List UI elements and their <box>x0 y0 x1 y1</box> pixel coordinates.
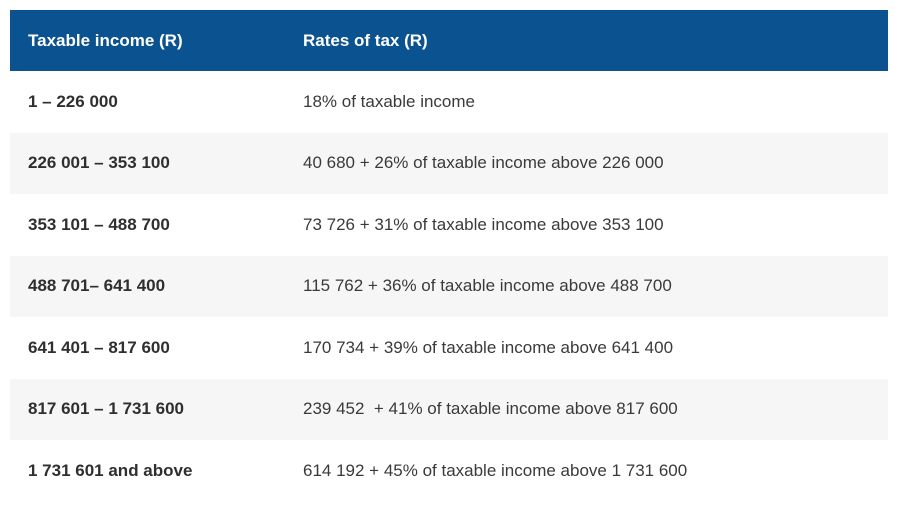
tax-rate-cell: 18% of taxable income <box>303 91 475 111</box>
tax-rate-cell: 170 734 + 39% of taxable income above 64… <box>303 337 674 357</box>
table-row: 353 101 – 488 700 73 726 + 31% of taxabl… <box>10 194 888 256</box>
tax-rate-cell: 614 192 + 45% of taxable income above 1 … <box>303 460 688 480</box>
tax-rate-cell: 40 680 + 26% of taxable income above 226… <box>303 153 664 173</box>
header-taxable-income: Taxable income (R) <box>28 30 183 50</box>
table-row: 817 601 – 1 731 600 239 452 + 41% of tax… <box>10 378 888 440</box>
tax-rate-cell: 115 762 + 36% of taxable income above 48… <box>303 276 672 296</box>
tax-rate-cell: 73 726 + 31% of taxable income above 353… <box>303 214 664 234</box>
income-bracket-cell: 1 731 601 and above <box>28 460 193 480</box>
table-row: 1 – 226 000 18% of taxable income <box>10 71 888 133</box>
tax-rates-table: Taxable income (R) Rates of tax (R) 1 – … <box>10 10 888 502</box>
header-rates-of-tax: Rates of tax (R) <box>303 30 428 50</box>
income-bracket-cell: 353 101 – 488 700 <box>28 214 170 234</box>
income-bracket-cell: 488 701– 641 400 <box>28 276 166 296</box>
income-bracket-cell: 226 001 – 353 100 <box>28 153 170 173</box>
income-bracket-cell: 1 – 226 000 <box>28 91 118 111</box>
income-bracket-cell: 817 601 – 1 731 600 <box>28 399 184 419</box>
table-row: 226 001 – 353 100 40 680 + 26% of taxabl… <box>10 132 888 194</box>
table-row: 488 701– 641 400 115 762 + 36% of taxabl… <box>10 255 888 317</box>
income-bracket-cell: 641 401 – 817 600 <box>28 337 170 357</box>
table-row: 1 731 601 and above 614 192 + 45% of tax… <box>10 440 888 502</box>
tax-rate-cell: 239 452 + 41% of taxable income above 81… <box>303 399 678 419</box>
table-row: 641 401 – 817 600 170 734 + 39% of taxab… <box>10 317 888 379</box>
table-header-row: Taxable income (R) Rates of tax (R) <box>10 10 888 71</box>
